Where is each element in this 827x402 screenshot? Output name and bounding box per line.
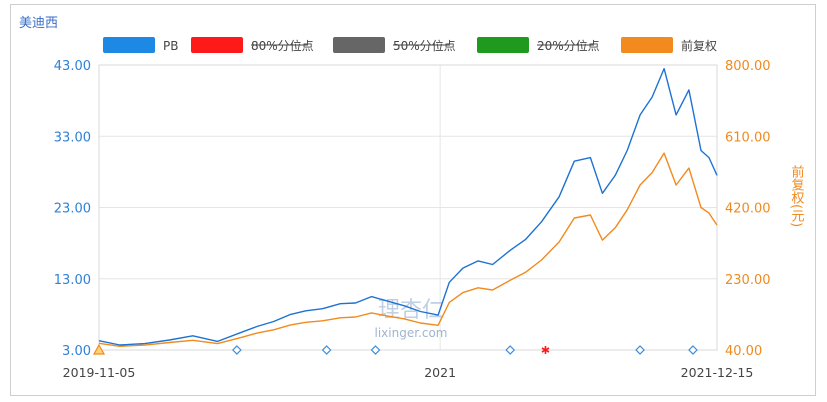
diamond-marker[interactable] [370,345,381,355]
legend-swatch [621,37,673,53]
legend-item[interactable]: 80%分位点 [191,37,314,53]
legend-item[interactable]: 50%分位点 [333,37,456,53]
y-right-tick-label: 40.00 [725,344,762,359]
chart-title: 美迪西 [19,16,58,31]
watermark-url: lixinger.com [375,326,448,340]
diamond-marker[interactable] [321,345,332,355]
legend[interactable]: PB 80%分位点 50%分位点 20%分位点 前复权 [103,37,717,53]
triangle-marker[interactable] [92,343,106,355]
plot-area [98,64,718,351]
y-right-tick-label: 800.00 [725,59,771,74]
legend-swatch [103,37,155,53]
y-right-axis-label: 前复权(元) [789,164,805,227]
diamond-marker[interactable] [688,345,698,355]
legend-item[interactable]: 20%分位点 [477,37,600,53]
legend-swatch [333,37,385,53]
event-markers [92,343,698,355]
y-right-tick-label: 230.00 [725,273,771,288]
x-tick-label: 2019-11-05 [63,365,136,380]
diamond-marker[interactable] [635,345,645,355]
x-tick-label: 2021 [424,365,456,380]
x-tick-label: 2021-12-15 [681,365,754,380]
asterisk-marker[interactable] [541,346,550,354]
series-lines [98,67,718,347]
chart-frame: 美迪西 PB 80%分位点 50%分位点 20%分位点 前复权 3.00 13.00 23.… [10,4,816,396]
axes: 3.00 13.00 23.00 33.00 43.00 40.00 230.00 420.0… [54,59,804,380]
diamond-marker[interactable] [232,345,242,355]
y-left-tick-label: 13.00 [54,273,91,288]
y-right-tick-label: 610.00 [725,130,771,145]
legend-swatch [477,37,529,53]
legend-item[interactable]: PB [103,37,178,53]
y-left-tick-label: 43.00 [54,59,91,74]
y-left-tick-label: 33.00 [54,130,91,145]
legend-item[interactable]: 前复权 [621,37,717,53]
y-left-tick-label: 23.00 [54,202,91,217]
y-left-tick-label: 3.00 [62,344,91,359]
asterisk-stroke [541,347,550,353]
diamond-marker[interactable] [505,345,516,355]
grid-lines [98,64,718,351]
chart-canvas: 美迪西 PB 80%分位点 50%分位点 20%分位点 前复权 3.00 13.00 23.… [19,16,804,380]
legend-label: PB [163,39,178,53]
legend-swatch [191,37,243,53]
legend-label: 前复权 [681,38,717,53]
series-line-price [98,152,718,347]
series-line-pb [98,67,718,346]
y-right-tick-label: 420.00 [725,202,771,217]
